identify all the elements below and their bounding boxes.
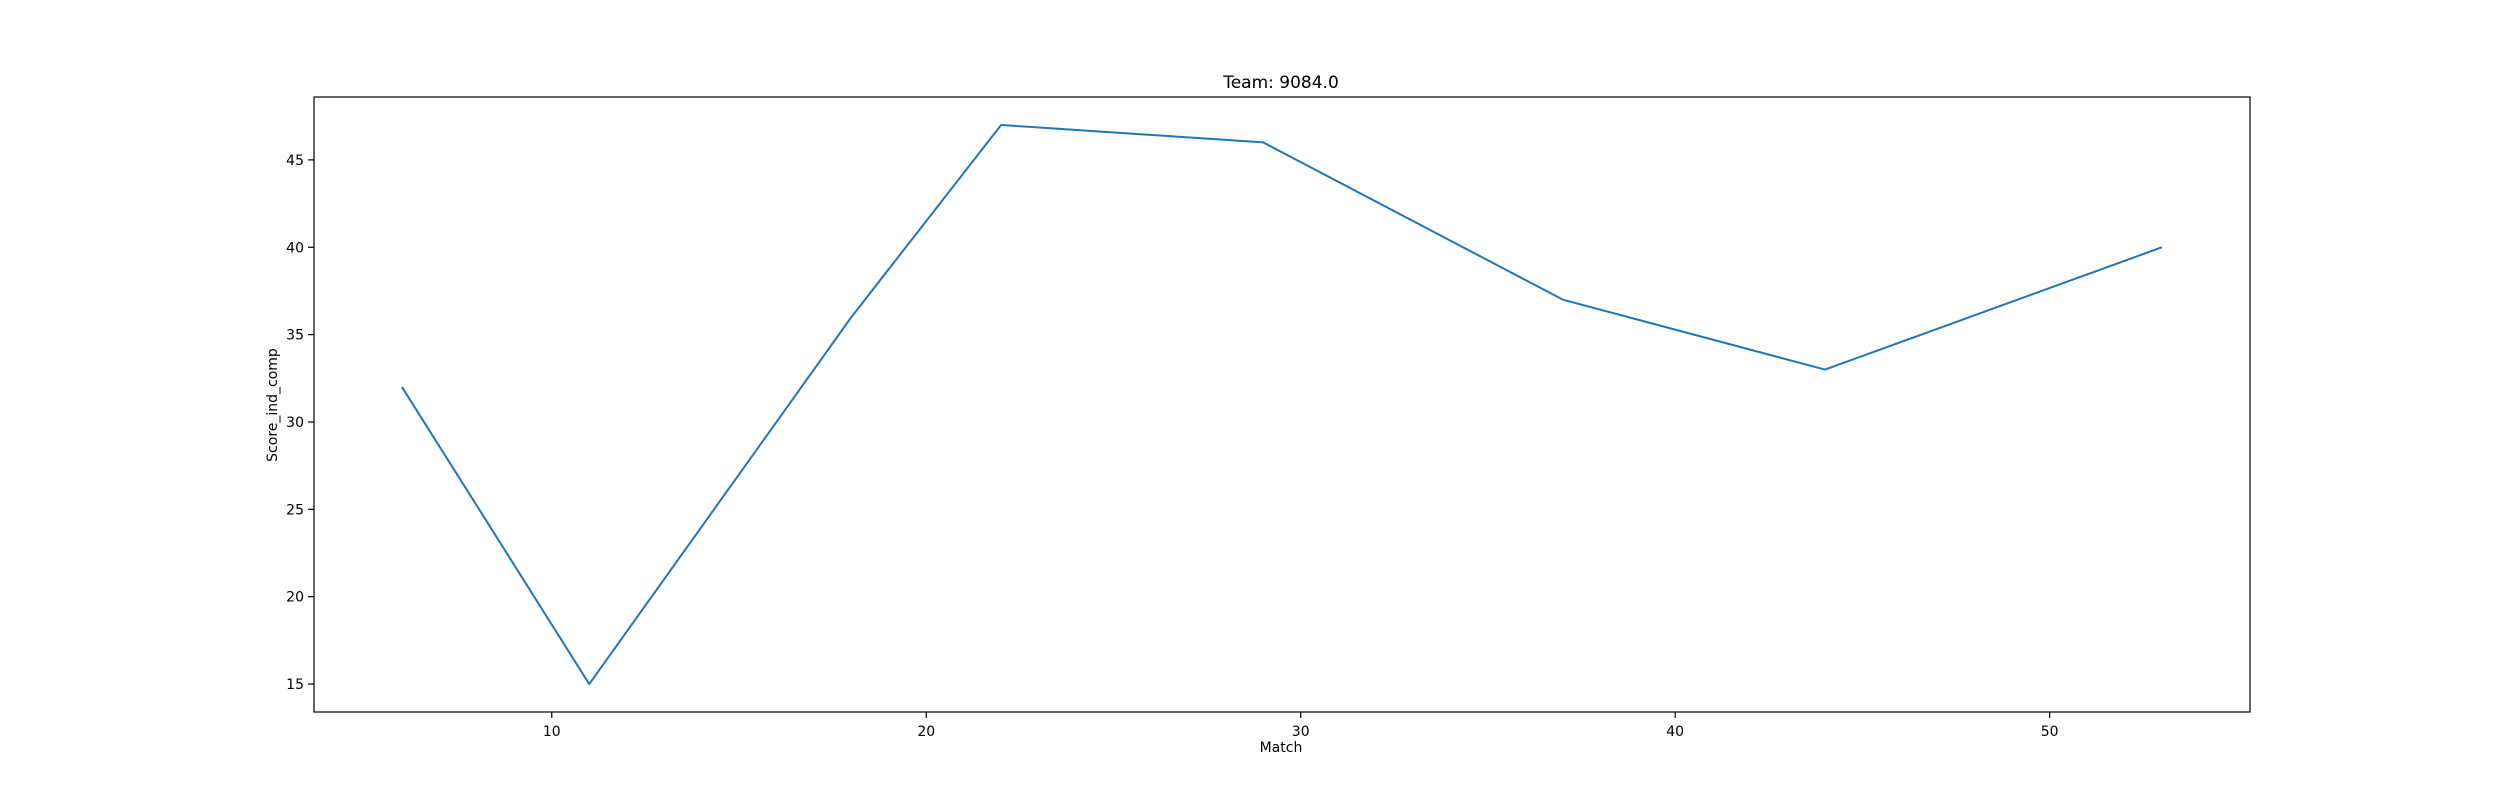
y-axis-label: Score_ind_comp [265,348,281,462]
y-axis-ticks: 15 20 25 30 35 40 45 [286,153,314,693]
x-tick-label: 30 [1292,724,1310,740]
x-tick-label: 50 [2041,724,2059,740]
y-tick-label: 20 [286,590,304,606]
x-tick-label: 10 [543,724,561,740]
x-axis-ticks: 10 20 30 40 50 [543,712,2059,740]
x-tick-label: 20 [917,724,935,740]
x-axis-label: Match [1260,740,1303,756]
plot-area [314,97,2250,712]
y-tick-label: 35 [286,328,304,344]
y-tick-label: 25 [286,502,304,518]
chart-title: Team: 9084.0 [1222,73,1339,93]
y-tick-label: 45 [286,153,304,169]
x-tick-label: 40 [1666,724,1684,740]
y-tick-label: 15 [286,677,304,693]
axes-frame [314,97,2250,712]
y-tick-label: 30 [286,415,304,431]
y-tick-label: 40 [286,240,304,256]
series-line-0 [402,125,2162,684]
